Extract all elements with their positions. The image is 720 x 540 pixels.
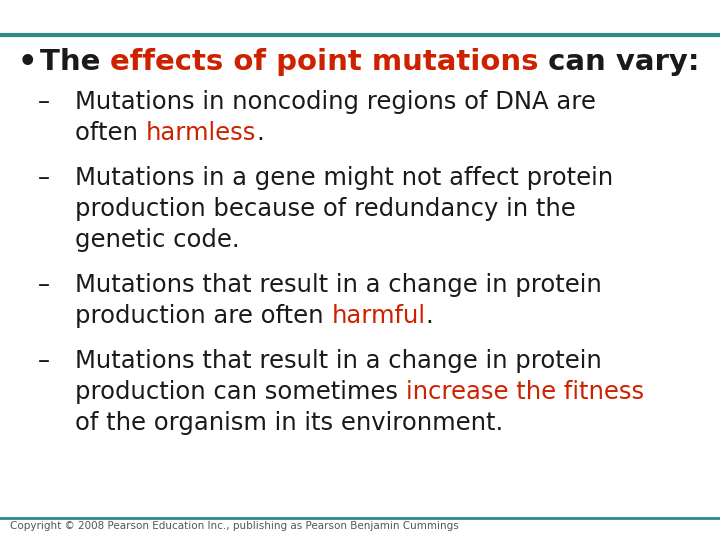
Text: –: – bbox=[38, 273, 50, 297]
Text: harmful: harmful bbox=[331, 304, 426, 328]
Text: –: – bbox=[38, 90, 50, 114]
Text: production can sometimes: production can sometimes bbox=[75, 380, 406, 404]
Text: effects of point mutations: effects of point mutations bbox=[110, 48, 539, 76]
Text: Mutations that result in a change in protein: Mutations that result in a change in pro… bbox=[75, 349, 602, 373]
Text: harmless: harmless bbox=[145, 121, 256, 145]
Text: increase the fitness: increase the fitness bbox=[406, 380, 644, 404]
Text: of the organism in its environment.: of the organism in its environment. bbox=[75, 411, 503, 435]
Text: production because of redundancy in the: production because of redundancy in the bbox=[75, 197, 576, 221]
Text: .: . bbox=[256, 121, 264, 145]
Text: –: – bbox=[38, 166, 50, 190]
Text: •: • bbox=[18, 48, 37, 77]
Text: Mutations in noncoding regions of DNA are: Mutations in noncoding regions of DNA ar… bbox=[75, 90, 596, 114]
Text: production are often: production are often bbox=[75, 304, 331, 328]
Text: .: . bbox=[426, 304, 433, 328]
Text: Mutations that result in a change in protein: Mutations that result in a change in pro… bbox=[75, 273, 602, 297]
Text: often: often bbox=[75, 121, 145, 145]
Text: –: – bbox=[38, 349, 50, 373]
Text: can vary:: can vary: bbox=[539, 48, 700, 76]
Text: genetic code.: genetic code. bbox=[75, 228, 240, 252]
Text: Copyright © 2008 Pearson Education Inc., publishing as Pearson Benjamin Cummings: Copyright © 2008 Pearson Education Inc.,… bbox=[10, 521, 459, 531]
Text: Mutations in a gene might not affect protein: Mutations in a gene might not affect pro… bbox=[75, 166, 613, 190]
Text: The: The bbox=[40, 48, 110, 76]
